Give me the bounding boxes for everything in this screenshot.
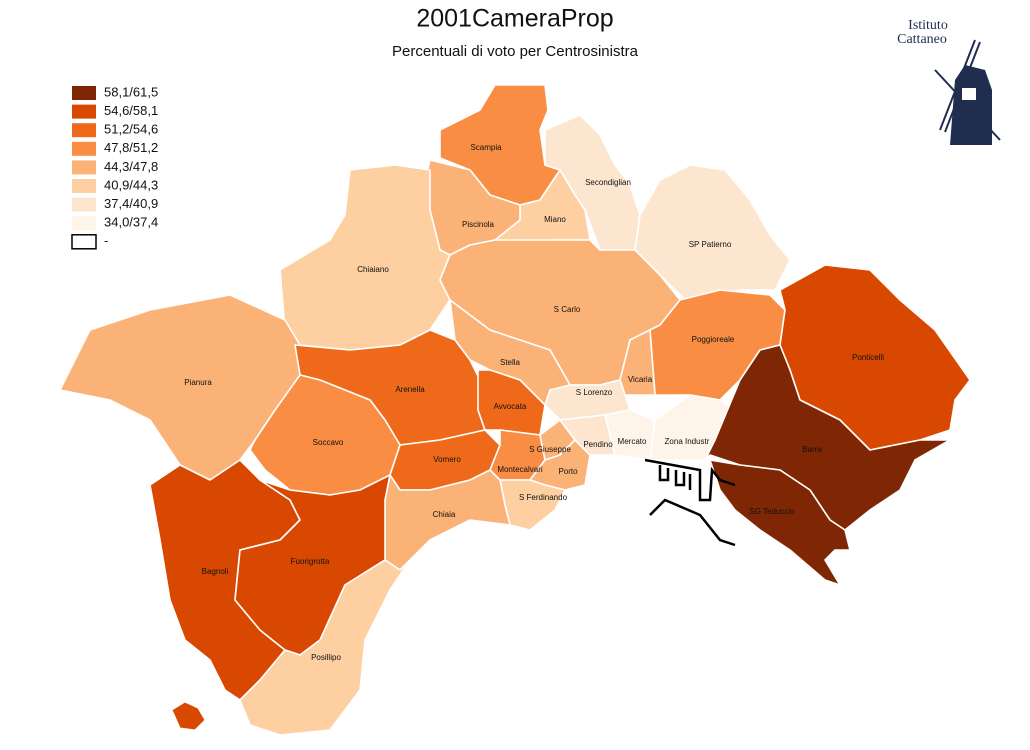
- legend-swatch: [72, 104, 96, 119]
- district-label: Piscinola: [462, 220, 495, 229]
- logo-text: Istituto: [908, 18, 948, 33]
- district-label: Bagnoli: [202, 567, 229, 576]
- legend-swatch: [72, 123, 96, 138]
- district-label: Soccavo: [313, 438, 344, 447]
- district-label: Pianura: [184, 378, 212, 387]
- district-label: Vicaria: [628, 375, 653, 384]
- legend-label: 40,9/44,3: [104, 177, 158, 192]
- district-label: Avvocata: [494, 402, 527, 411]
- district: [279, 164, 451, 351]
- district-label: Stella: [500, 358, 521, 367]
- logo-window: [962, 88, 976, 100]
- legend-swatch: [72, 197, 96, 212]
- legend-label: 47,8/51,2: [104, 140, 158, 155]
- district: [239, 559, 411, 736]
- logo-mill: [950, 65, 992, 145]
- nisida-island: [171, 701, 206, 731]
- district-label: Pendino: [583, 440, 613, 449]
- legend-label: 37,4/40,9: [104, 196, 158, 211]
- legend-label: -: [104, 233, 108, 248]
- district-label: Chiaia: [433, 510, 456, 519]
- district-label: Secondiglian: [585, 178, 631, 187]
- district-label: Porto: [558, 467, 578, 476]
- district-label: S Carlo: [554, 305, 581, 314]
- district-label: Zona Industr: [665, 437, 710, 446]
- district-label: Poggioreale: [692, 335, 735, 344]
- district-label: Vomero: [433, 455, 461, 464]
- legend-label: 54,6/58,1: [104, 103, 158, 118]
- district-label: Chiaiano: [357, 265, 389, 274]
- district-label: Ponticelli: [852, 353, 884, 362]
- district-label: Barra: [802, 445, 822, 454]
- district-label: SG Teduccio: [749, 507, 795, 516]
- district-label: SP Patierno: [689, 240, 732, 249]
- legend-label: 34,0/37,4: [104, 215, 158, 230]
- logo-text: Cattaneo: [897, 32, 947, 47]
- district-label: S Ferdinando: [519, 493, 568, 502]
- logo: Istituto Cattaneo: [897, 18, 1001, 145]
- legend-swatch: [72, 86, 96, 100]
- district-label: Posillipo: [311, 653, 341, 662]
- district: [704, 344, 951, 531]
- district-label: Montecalvari: [497, 465, 543, 474]
- district-label: Scampia: [470, 143, 502, 152]
- legend-label: 58,1/61,5: [104, 84, 158, 99]
- legend-swatch: [72, 160, 96, 175]
- district-label: S Giuseppe: [529, 445, 571, 454]
- district-label: Fuorigrotta: [291, 557, 330, 566]
- legend: 58,1/61,5 54,6/58,1 51,2/54,6 47,8/51,2 44,3…: [71, 84, 158, 250]
- map-subtitle: Percentuali di voto per Centrosinistra: [392, 43, 639, 60]
- map-title: 2001CameraProp: [416, 5, 613, 33]
- district-labels: Scampia Secondiglian Miano Piscinola Chiaian…: [184, 143, 884, 662]
- legend-label: 44,3/47,8: [104, 159, 158, 174]
- district-label: S Lorenzo: [576, 388, 613, 397]
- logo-sails: [934, 39, 1001, 141]
- legend-label: 51,2/54,6: [104, 122, 158, 137]
- legend-swatch: [72, 179, 96, 193]
- port-piers: [644, 458, 736, 547]
- district: [709, 459, 851, 586]
- legend-swatch: [72, 141, 96, 156]
- districts: [59, 84, 971, 736]
- district-label: Miano: [544, 215, 566, 224]
- district-label: Arenella: [395, 385, 425, 394]
- district-label: Mercato: [618, 437, 647, 446]
- legend-swatch: [72, 216, 96, 231]
- legend-swatch: [71, 234, 97, 250]
- district: [619, 329, 656, 396]
